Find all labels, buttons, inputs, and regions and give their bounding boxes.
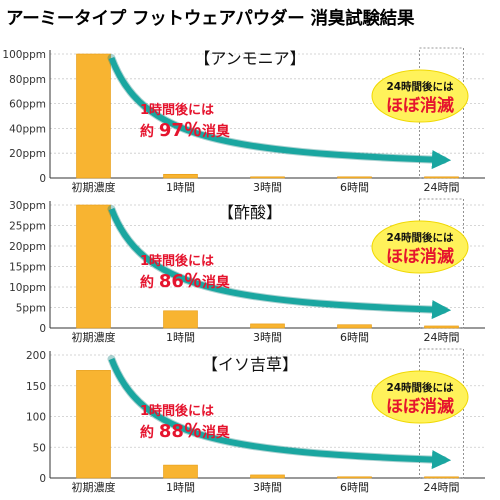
x-tick-label: 1時間 bbox=[166, 181, 195, 194]
x-tick-label: 3時間 bbox=[253, 181, 282, 194]
bar-3 bbox=[250, 323, 285, 329]
annotation-line1: 1時間後には bbox=[140, 403, 214, 419]
x-tick-label: 24時間 bbox=[424, 181, 460, 194]
decay-arrow bbox=[108, 357, 452, 470]
x-tick-label: 6時間 bbox=[340, 331, 369, 344]
bar-5 bbox=[424, 176, 459, 179]
chart-title: 【酢酸】 bbox=[218, 203, 282, 222]
chart-panel-1: 0 20ppm 40ppm 60ppm 80ppm 100ppm 初期濃度 1時間 3時間 6時間… bbox=[2, 47, 485, 194]
chart-panel-2: 0 5ppm 10ppm 15ppm 20ppm 25ppm 30ppm 初期濃度 1時間 3時間… bbox=[9, 198, 485, 344]
bar-1 bbox=[76, 204, 111, 329]
x-tick-label: 24時間 bbox=[424, 481, 460, 494]
annotation-value: 86％ bbox=[159, 271, 202, 292]
annotation-prefix: 約 bbox=[140, 123, 159, 140]
annotation-line1: 1時間後には bbox=[140, 102, 214, 118]
y-tick-label: 80ppm bbox=[9, 74, 46, 86]
annotation-value: 97％ bbox=[159, 120, 202, 141]
chart-title: 【イソ吉草】 bbox=[202, 355, 298, 374]
annotation-suffix: 消臭 bbox=[202, 424, 231, 441]
annotation-line2: 約 97％消臭 bbox=[140, 120, 231, 141]
x-tick-label: 3時間 bbox=[253, 481, 282, 494]
bar-4 bbox=[337, 476, 372, 479]
annotation-line2: 約 88％消臭 bbox=[140, 421, 231, 442]
y-tick-label: 15ppm bbox=[9, 262, 46, 274]
y-tick-label: 200 bbox=[26, 350, 46, 362]
y-tick-label: 150 bbox=[26, 381, 46, 393]
annotation-suffix: 消臭 bbox=[202, 123, 231, 140]
y-tick-label: 10ppm bbox=[9, 282, 46, 294]
annotation-value: 88％ bbox=[159, 421, 202, 442]
y-tick-label: 100 bbox=[26, 412, 46, 424]
badge-ellipse bbox=[371, 370, 469, 424]
x-tick-label: 1時間 bbox=[166, 331, 195, 344]
annotation-prefix: 約 bbox=[140, 274, 159, 291]
badge-line2: ほぼ消滅 bbox=[386, 246, 454, 267]
y-tick-label: 20ppm bbox=[9, 148, 46, 160]
annotation-prefix: 約 bbox=[140, 424, 159, 441]
y-tick-label: 40ppm bbox=[9, 123, 46, 135]
x-tick-label: 3時間 bbox=[253, 331, 282, 344]
y-tick-label: 60ppm bbox=[9, 99, 46, 111]
bar-4 bbox=[337, 324, 372, 329]
badge-ellipse bbox=[371, 69, 469, 123]
y-tick-label: 20ppm bbox=[9, 241, 46, 253]
decay-arrow bbox=[108, 56, 452, 170]
decay-arrow bbox=[108, 207, 452, 320]
bar-4 bbox=[337, 176, 372, 179]
y-tick-label: 0 bbox=[39, 323, 46, 335]
x-tick-label: 6時間 bbox=[340, 481, 369, 494]
y-tick-label: 5ppm bbox=[16, 303, 46, 315]
y-tick-label: 0 bbox=[39, 173, 46, 185]
x-tick-label: 初期濃度 bbox=[72, 330, 116, 344]
x-tick-label: 初期濃度 bbox=[72, 480, 116, 494]
y-tick-label: 25ppm bbox=[9, 221, 46, 233]
badge-line1: 24時間後には bbox=[386, 381, 454, 394]
bar-2 bbox=[163, 464, 198, 479]
chart-title: 【アンモニア】 bbox=[194, 49, 305, 68]
bar-2 bbox=[163, 173, 198, 179]
bar-1 bbox=[76, 370, 111, 479]
bar-2 bbox=[163, 310, 198, 329]
bar-3 bbox=[250, 176, 285, 179]
x-tick-label: 1時間 bbox=[166, 481, 195, 494]
x-tick-label: 6時間 bbox=[340, 181, 369, 194]
badge-line1: 24時間後には bbox=[386, 80, 454, 93]
badge-ellipse bbox=[371, 220, 469, 274]
badge-line2: ほぼ消滅 bbox=[386, 95, 454, 116]
x-tick-label: 初期濃度 bbox=[72, 180, 116, 194]
badge-line1: 24時間後には bbox=[386, 231, 454, 244]
y-tick-label: 0 bbox=[39, 473, 46, 485]
annotation-suffix: 消臭 bbox=[202, 274, 231, 291]
annotation-line2: 約 86％消臭 bbox=[140, 271, 231, 292]
badge-line2: ほぼ消滅 bbox=[386, 396, 454, 417]
bar-3 bbox=[250, 474, 285, 479]
bar-5 bbox=[424, 476, 459, 479]
bar-5 bbox=[424, 325, 459, 329]
chart-panel-3: 0 50 100 150 200 初期濃度 1時間 3時間 6時間 24時間 【イソ吉草】 1時間後に… bbox=[26, 348, 485, 494]
x-tick-label: 24時間 bbox=[424, 331, 460, 344]
page-title: アーミータイプ フットウェアパウダー 消臭試験結果 bbox=[6, 9, 415, 29]
y-tick-label: 100ppm bbox=[2, 49, 46, 61]
bar-1 bbox=[76, 53, 111, 179]
y-tick-label: 30ppm bbox=[9, 200, 46, 212]
annotation-line1: 1時間後には bbox=[140, 253, 214, 269]
y-tick-label: 50 bbox=[33, 442, 46, 454]
